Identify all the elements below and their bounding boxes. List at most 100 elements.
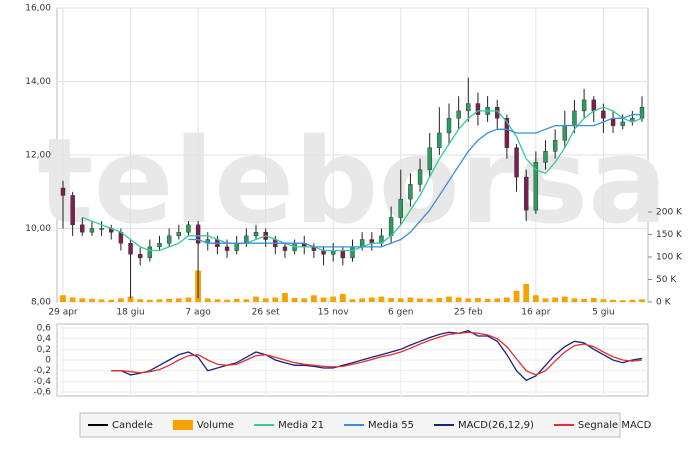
volume-bar — [590, 297, 597, 302]
y-tick-label: 12,00 — [25, 151, 51, 161]
candle-body — [350, 246, 355, 259]
y2-tick-label: 150 K — [656, 230, 683, 240]
legend-label: Media 55 — [368, 420, 414, 431]
volume-bar — [446, 296, 452, 302]
x-tick-label: 7 ago — [185, 308, 211, 318]
x-tick-label: 26 set — [252, 308, 281, 318]
candle-body — [282, 246, 288, 251]
volume-bar — [185, 297, 192, 302]
legend-swatch — [172, 420, 193, 430]
volume-bar — [272, 297, 279, 302]
volume-bar — [330, 296, 337, 302]
y-tick-label: -0,6 — [33, 388, 51, 398]
volume-bar — [571, 298, 578, 302]
volume-bar — [166, 298, 173, 302]
y-tick-label: 0,4 — [37, 334, 52, 344]
macd-line — [111, 330, 643, 382]
candle-body — [166, 235, 172, 244]
y2-tick-label: 0 K — [656, 298, 672, 308]
candle-body — [562, 125, 567, 141]
candle-body — [437, 132, 442, 148]
ma-line — [188, 113, 642, 248]
candle-body — [552, 140, 558, 152]
volume-bar — [253, 296, 259, 302]
volume-bar — [378, 296, 385, 302]
candle-body — [186, 224, 191, 233]
y-tick-label: 8,00 — [31, 298, 51, 308]
volume-bar — [561, 296, 568, 302]
volume-bar — [552, 297, 559, 302]
volume-bar — [600, 299, 607, 302]
volume-bar — [311, 295, 317, 302]
volume-bar — [224, 299, 230, 302]
volume-bar — [175, 298, 182, 302]
candle-body — [89, 228, 95, 233]
candle-body — [195, 224, 201, 244]
y-tick-label: 10,00 — [25, 224, 51, 234]
y-tick-label: 0,6 — [37, 324, 52, 334]
candle-body — [157, 242, 162, 248]
candle-body — [80, 224, 85, 233]
candle-body — [456, 110, 461, 119]
candle-body — [408, 184, 413, 200]
volume-bar — [465, 298, 472, 302]
volume-bar — [118, 298, 124, 302]
candle-body — [234, 242, 239, 251]
y-tick-label: 14,00 — [25, 77, 51, 87]
candle-body — [176, 231, 182, 237]
candle-body — [340, 250, 346, 259]
y-tick-label: -0,2 — [33, 366, 51, 376]
x-tick-label: 6 gen — [388, 308, 414, 318]
volume-bar — [214, 299, 221, 302]
candle-body — [543, 151, 548, 163]
volume-bar — [629, 299, 636, 302]
legend-label: Volume — [197, 420, 234, 431]
volume-bar — [339, 293, 346, 302]
y-tick-label: 0 — [45, 356, 51, 366]
volume-bar — [581, 298, 587, 302]
candle-body — [417, 169, 423, 185]
volume-bar — [475, 297, 481, 302]
candle-body — [128, 242, 133, 255]
volume-bar — [233, 298, 240, 302]
y2-tick-label: 100 K — [656, 252, 683, 262]
legend-label: Candele — [112, 420, 153, 431]
volume-bar — [542, 298, 549, 302]
y-tick-label: -0,4 — [33, 377, 51, 387]
candle-body — [147, 246, 153, 259]
candle-body — [533, 162, 539, 211]
volume-bar — [320, 297, 327, 302]
volume-bar — [89, 298, 95, 302]
x-tick-label: 16 apr — [521, 308, 551, 318]
candle-body — [572, 110, 577, 126]
x-tick-label: 25 feb — [454, 308, 483, 318]
y2-tick-label: 200 K — [656, 207, 683, 217]
candle-body — [388, 217, 394, 237]
volume-bar — [426, 298, 433, 302]
candle-body — [253, 231, 259, 237]
candle-body — [601, 110, 606, 119]
candle-body — [446, 118, 452, 134]
volume-bar — [98, 299, 105, 302]
volume-bar — [619, 300, 626, 302]
volume-bar — [204, 298, 211, 302]
candle-body — [591, 99, 596, 112]
volume-bar — [407, 297, 414, 302]
volume-bar — [79, 298, 86, 302]
candle-body — [581, 99, 587, 112]
candle-body — [398, 198, 403, 218]
volume-bar — [60, 295, 66, 302]
volume-bar — [69, 297, 76, 302]
volume-bar — [417, 298, 423, 302]
candle-body — [99, 228, 104, 230]
volume-bar — [610, 299, 616, 302]
volume-bar — [349, 299, 356, 302]
volume-bar — [127, 296, 134, 302]
volume-bar — [494, 298, 501, 302]
legend-label: Segnale MACD — [578, 420, 652, 431]
legend-label: MACD(26,12,9) — [458, 420, 534, 431]
volume-bar — [137, 299, 144, 302]
candle-body — [639, 107, 645, 119]
